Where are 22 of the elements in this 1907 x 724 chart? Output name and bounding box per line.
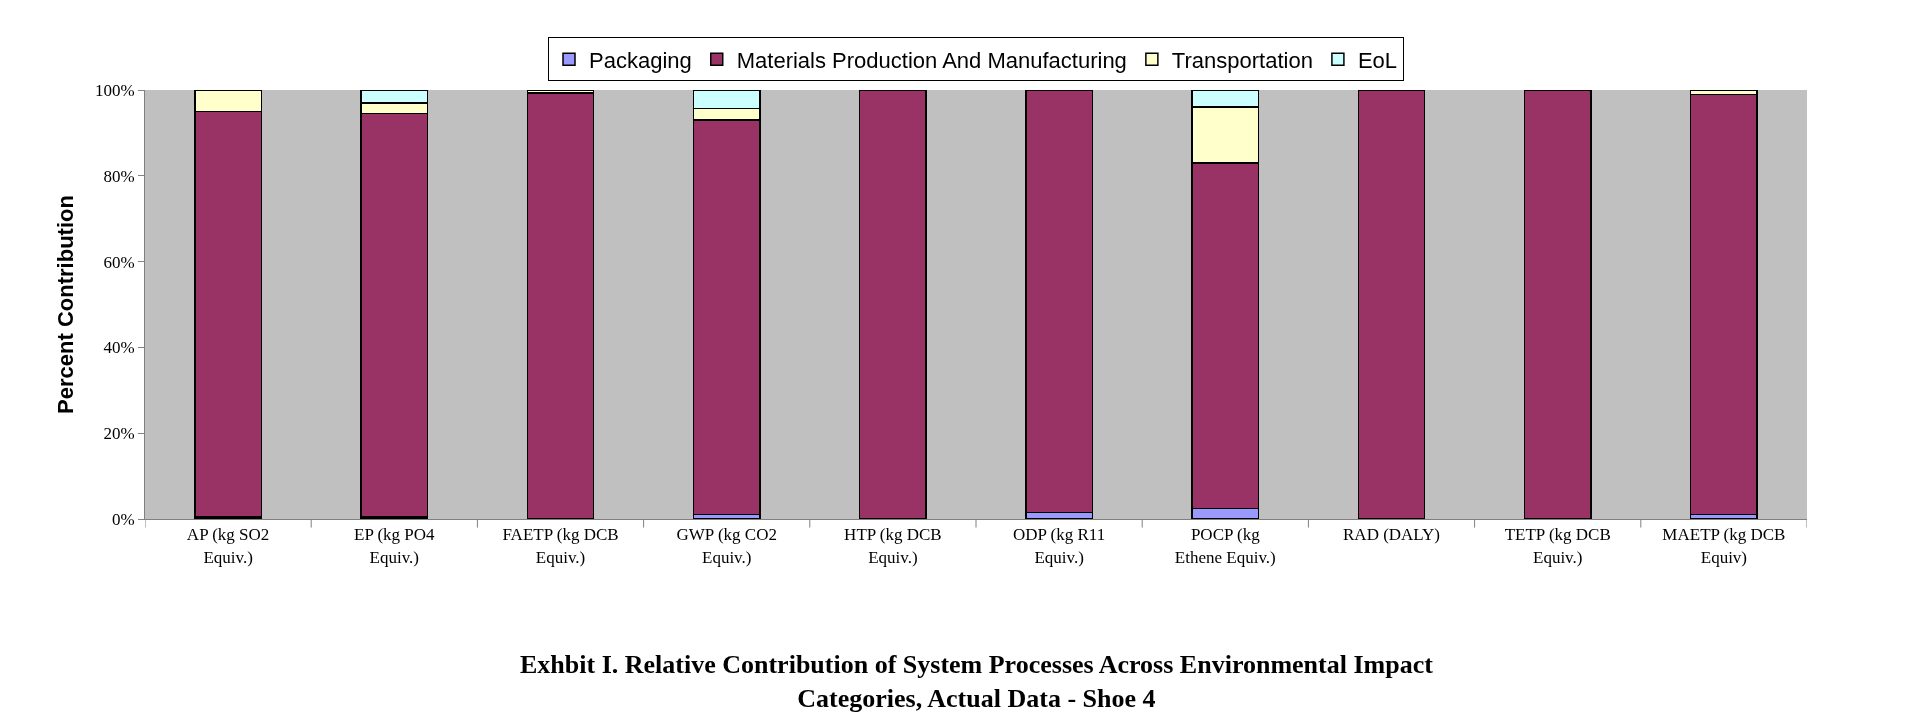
x-tick-label: GWP (kg CO2 Equiv.) — [676, 525, 777, 567]
x-tick-label: AP (kg SO2 Equiv.) — [186, 525, 270, 567]
y-tick-label: 100% — [94, 80, 135, 100]
x-tick-label: EP (kg PO4 Equiv.) — [354, 525, 436, 567]
x-tick-label: MAETP (kg DCB Equiv) — [1662, 525, 1786, 567]
x-tick-label: POCP (kg Ethene Equiv.) — [1174, 525, 1276, 567]
x-tick-label: RAD (DALY) — [1343, 525, 1440, 545]
x-tick-label: TETP (kg DCB Equiv.) — [1504, 525, 1611, 567]
x-tick-label: ODP (kg R11 Equiv.) — [1012, 525, 1106, 567]
text: Exhbit I. Relative Contribution of System Processes Across Environmental Impact Categories, Actual Data - Shoe 4 — [520, 650, 1434, 713]
y-tick-label: 20% — [103, 424, 135, 444]
legend-label: Transportation — [1171, 47, 1313, 73]
y-tick-label: 0% — [111, 509, 135, 529]
legend-label: EoL — [1357, 47, 1398, 73]
legend-label: Materials Production And Manufacturing — [736, 47, 1127, 73]
x-tick-label: FAETP (kg DCB Equiv.) — [502, 525, 619, 567]
x-tick-label: HTP (kg DCB Equiv.) — [844, 525, 942, 567]
y-tick-label: 60% — [103, 252, 135, 272]
y-axis-title: Percent Contribution — [52, 195, 78, 414]
y-tick-label: 80% — [103, 166, 135, 186]
y-tick-label: 40% — [103, 338, 135, 358]
legend-label: Packaging — [589, 47, 692, 73]
